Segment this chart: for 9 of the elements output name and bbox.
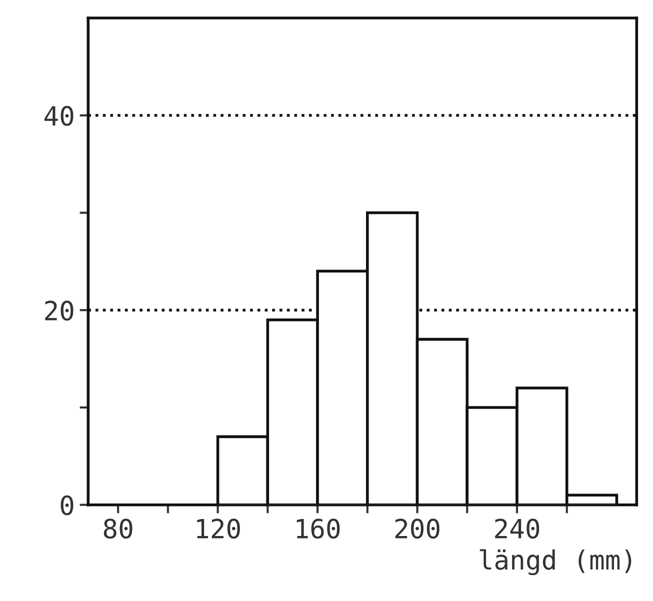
y-tick-label: 0 [60, 495, 74, 516]
x-tick-label: 120 [197, 518, 240, 539]
x-axis-title: längd (mm) [480, 549, 632, 576]
x-tick-label: 80 [104, 518, 132, 539]
x-tick-label: 200 [395, 518, 440, 539]
x-tick-label: 240 [495, 518, 540, 539]
y-tick-label: 20 [45, 300, 74, 321]
y-tick-label: 40 [44, 106, 74, 126]
x-tick-label: 160 [296, 518, 340, 539]
